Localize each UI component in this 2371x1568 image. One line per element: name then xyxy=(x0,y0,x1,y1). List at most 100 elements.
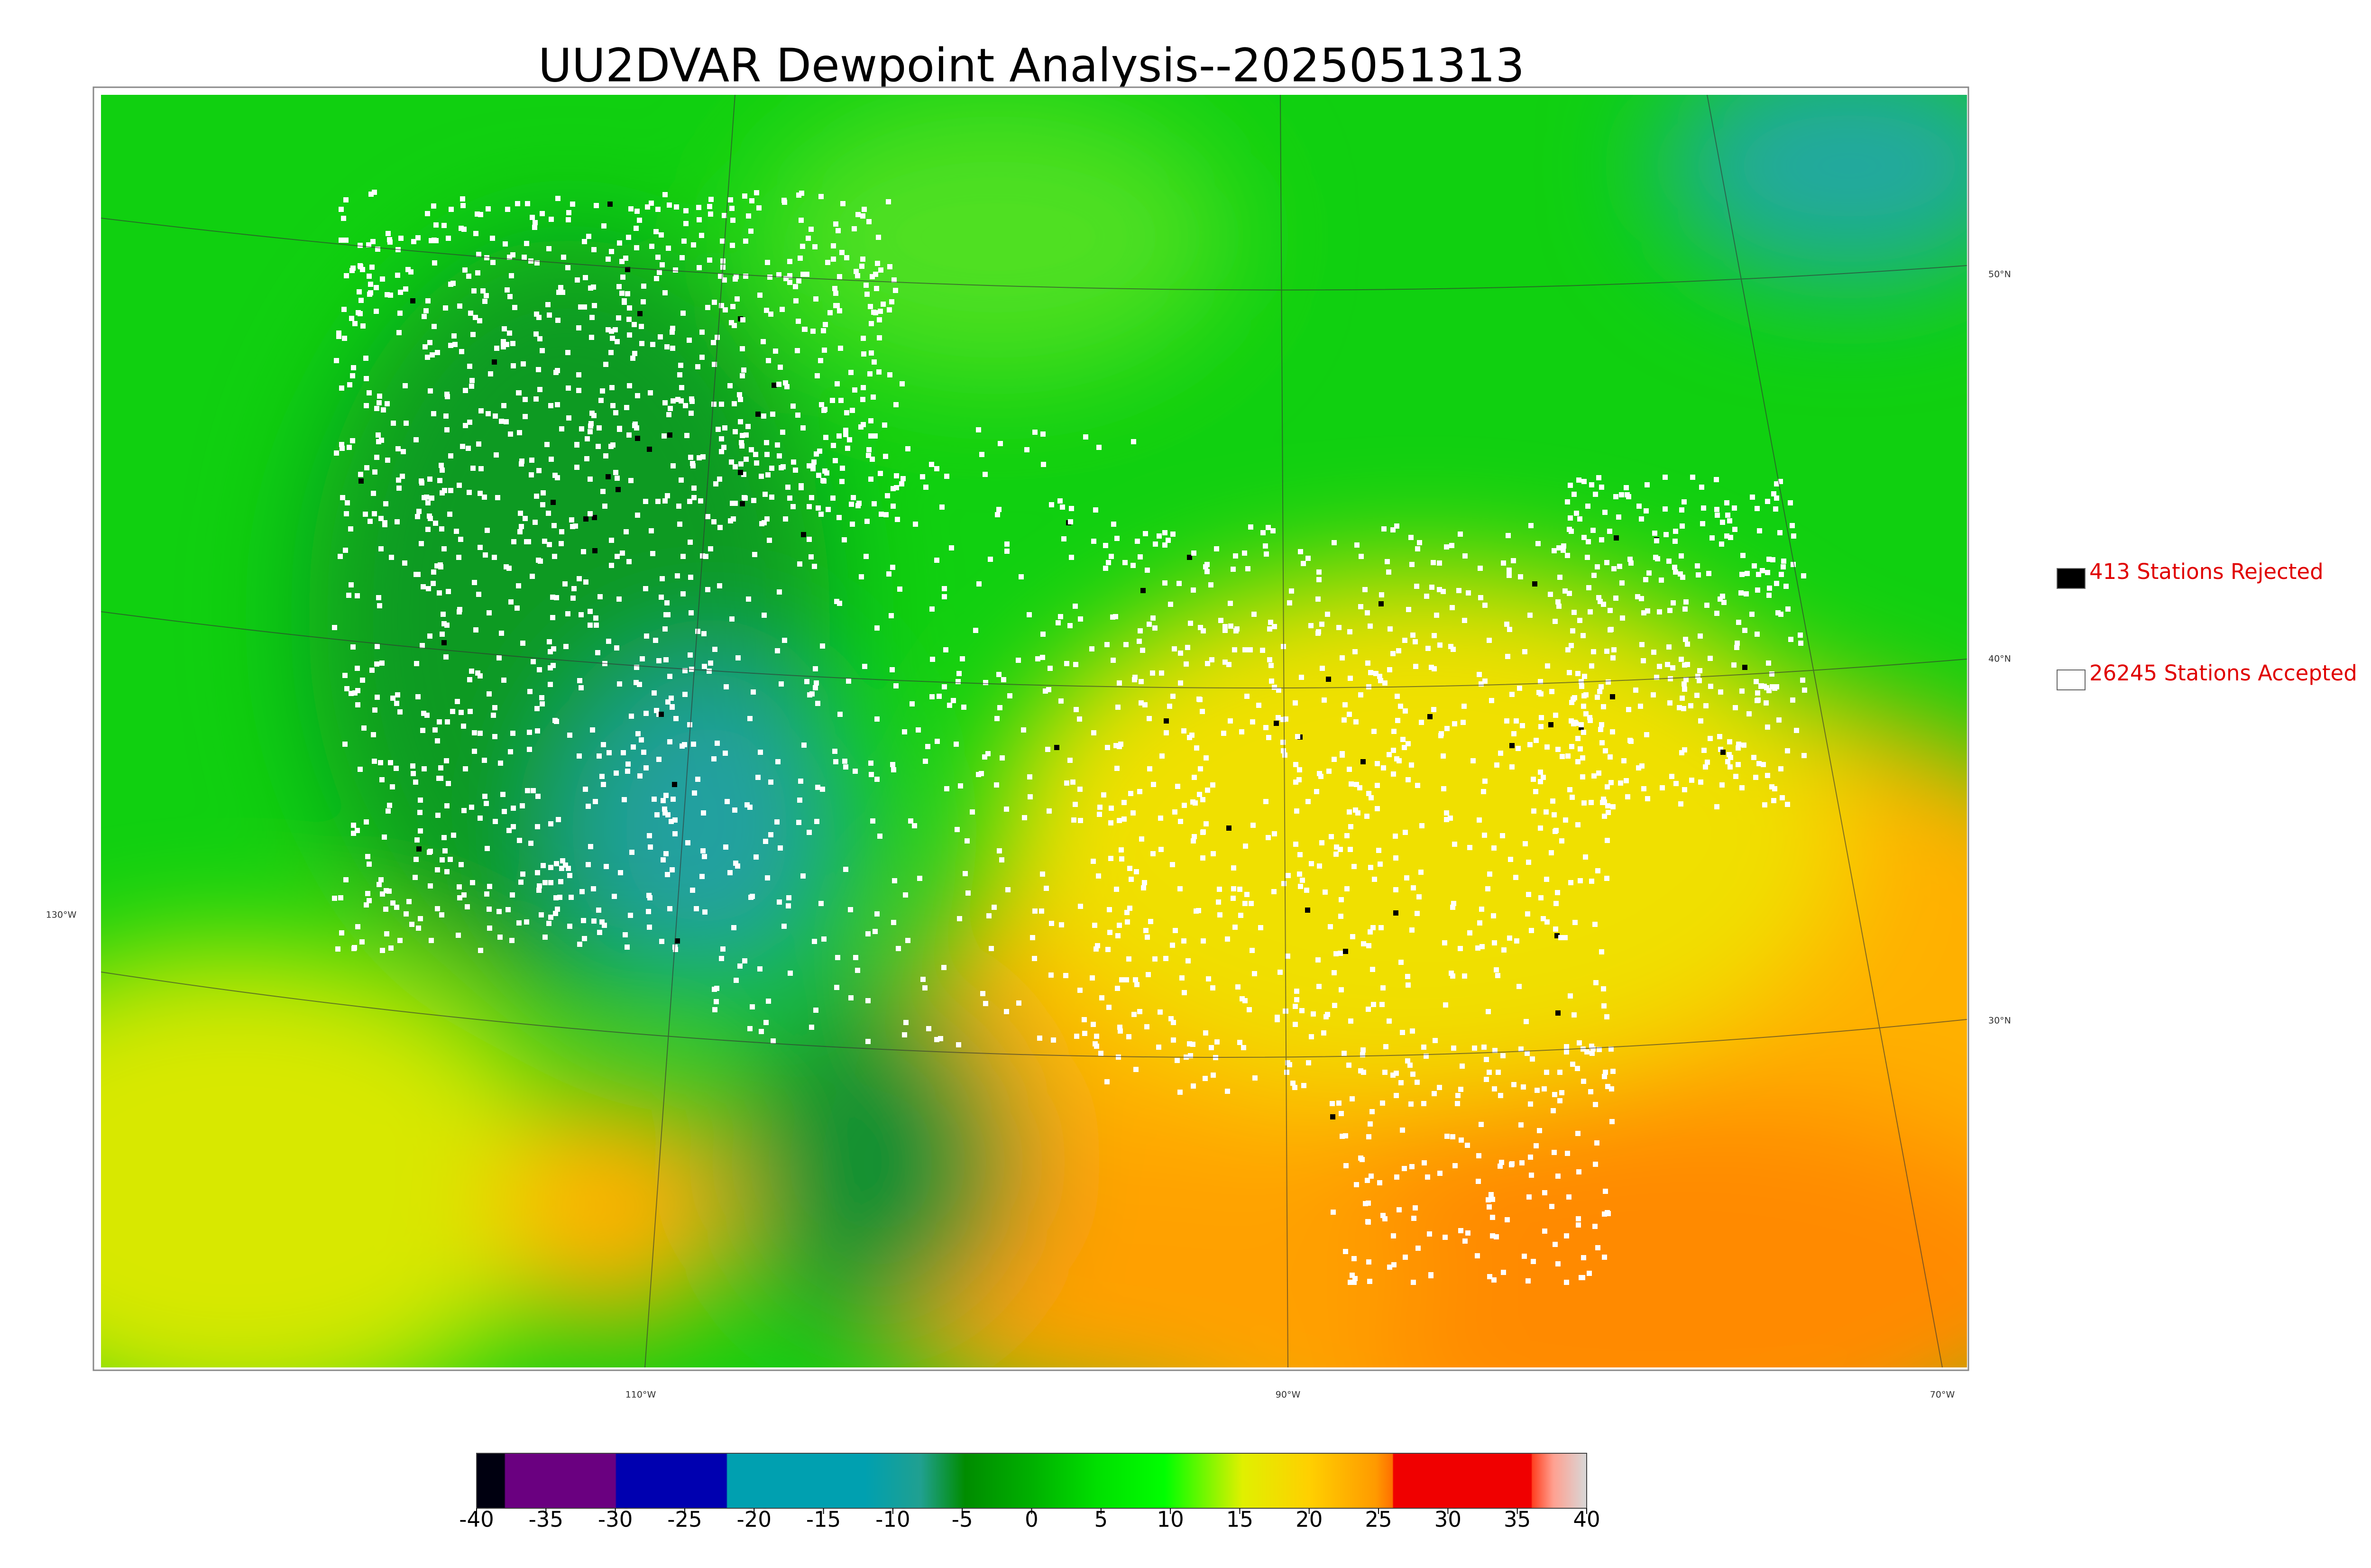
accepted-station xyxy=(470,466,476,471)
accepted-station xyxy=(767,275,772,280)
accepted-station xyxy=(421,711,426,716)
accepted-station xyxy=(381,407,386,413)
accepted-station xyxy=(1411,885,1416,890)
accepted-station xyxy=(450,281,456,286)
accepted-station xyxy=(1338,951,1343,956)
accepted-station xyxy=(601,742,606,747)
accepted-station xyxy=(597,753,602,759)
accepted-station xyxy=(1568,880,1573,885)
accepted-station xyxy=(708,660,713,666)
accepted-station xyxy=(1611,566,1617,571)
accepted-station xyxy=(836,433,842,439)
accepted-station xyxy=(836,228,841,233)
accepted-station xyxy=(1293,700,1298,706)
accepted-station xyxy=(487,691,492,697)
accepted-station xyxy=(363,512,368,517)
accepted-station xyxy=(1482,603,1488,608)
accepted-station xyxy=(649,201,654,206)
accepted-station xyxy=(1504,622,1509,627)
accepted-station xyxy=(1490,1215,1495,1220)
accepted-station xyxy=(897,587,902,592)
accepted-station xyxy=(797,561,802,567)
accepted-station xyxy=(708,211,713,217)
accepted-station xyxy=(999,857,1004,862)
accepted-station xyxy=(1231,886,1236,891)
accepted-station xyxy=(1405,1058,1410,1064)
accepted-station xyxy=(1602,1211,1607,1217)
accepted-station xyxy=(680,591,686,596)
accepted-station xyxy=(374,661,379,667)
accepted-station xyxy=(620,275,625,280)
accepted-station xyxy=(1701,505,1706,511)
accepted-station xyxy=(785,485,790,490)
accepted-station xyxy=(603,362,608,367)
accepted-station xyxy=(1697,678,1702,683)
accepted-station xyxy=(1016,1000,1021,1006)
accepted-station xyxy=(719,449,724,454)
accepted-station xyxy=(1366,1259,1371,1265)
accepted-station xyxy=(1387,1265,1392,1270)
accepted-station xyxy=(1495,973,1500,978)
accepted-station xyxy=(472,730,477,735)
accepted-station xyxy=(1590,1051,1595,1056)
accepted-station xyxy=(1171,1020,1176,1025)
accepted-station xyxy=(858,424,864,430)
accepted-station xyxy=(459,349,464,354)
accepted-station xyxy=(645,204,650,210)
accepted-station xyxy=(862,664,867,669)
accepted-station xyxy=(1522,649,1527,654)
accepted-station xyxy=(585,436,590,441)
accepted-station xyxy=(1339,897,1344,902)
accepted-station xyxy=(619,291,625,296)
accepted-station xyxy=(524,241,529,246)
accepted-station xyxy=(1369,1174,1374,1179)
accepted-station xyxy=(1507,568,1512,573)
accepted-station xyxy=(607,750,612,755)
accepted-station xyxy=(418,828,423,834)
accepted-station xyxy=(606,327,611,332)
accepted-station xyxy=(1690,475,1695,480)
accepted-station xyxy=(667,906,672,911)
accepted-station xyxy=(1191,838,1196,844)
accepted-station xyxy=(379,660,385,666)
accepted-station xyxy=(397,938,403,943)
accepted-station xyxy=(1418,870,1424,875)
accepted-station xyxy=(367,898,372,903)
accepted-station xyxy=(339,930,344,935)
accepted-station xyxy=(776,272,781,277)
accepted-station xyxy=(1366,1007,1371,1012)
accepted-station xyxy=(1570,795,1575,800)
accepted-station xyxy=(807,504,812,509)
accepted-station xyxy=(1425,1174,1430,1180)
accepted-station xyxy=(664,344,670,349)
accepted-station xyxy=(1486,1197,1491,1202)
accepted-station xyxy=(800,425,806,431)
accepted-station xyxy=(639,324,644,329)
accepted-station xyxy=(512,305,517,310)
accepted-station xyxy=(457,483,462,488)
accepted-station xyxy=(1476,1153,1481,1158)
accepted-station xyxy=(425,211,430,216)
accepted-station xyxy=(771,1038,776,1044)
accepted-station xyxy=(469,669,474,674)
accepted-station xyxy=(1091,730,1096,735)
accepted-station xyxy=(1591,773,1597,779)
accepted-station xyxy=(439,526,444,532)
accepted-station xyxy=(593,799,598,804)
accepted-station xyxy=(1387,752,1392,757)
accepted-station xyxy=(649,528,654,533)
accepted-station xyxy=(1336,625,1342,630)
accepted-station xyxy=(793,298,799,303)
rejected-station xyxy=(672,782,677,787)
accepted-station xyxy=(1514,938,1519,944)
accepted-station xyxy=(947,703,952,708)
accepted-station xyxy=(1513,875,1518,880)
accepted-station xyxy=(1260,530,1266,535)
accepted-station xyxy=(1553,828,1559,833)
accepted-station xyxy=(1395,694,1400,699)
accepted-station xyxy=(344,273,349,278)
accepted-station xyxy=(1736,742,1741,747)
accepted-station xyxy=(1316,569,1322,575)
accepted-station xyxy=(376,439,381,444)
accepted-station xyxy=(1145,568,1150,573)
